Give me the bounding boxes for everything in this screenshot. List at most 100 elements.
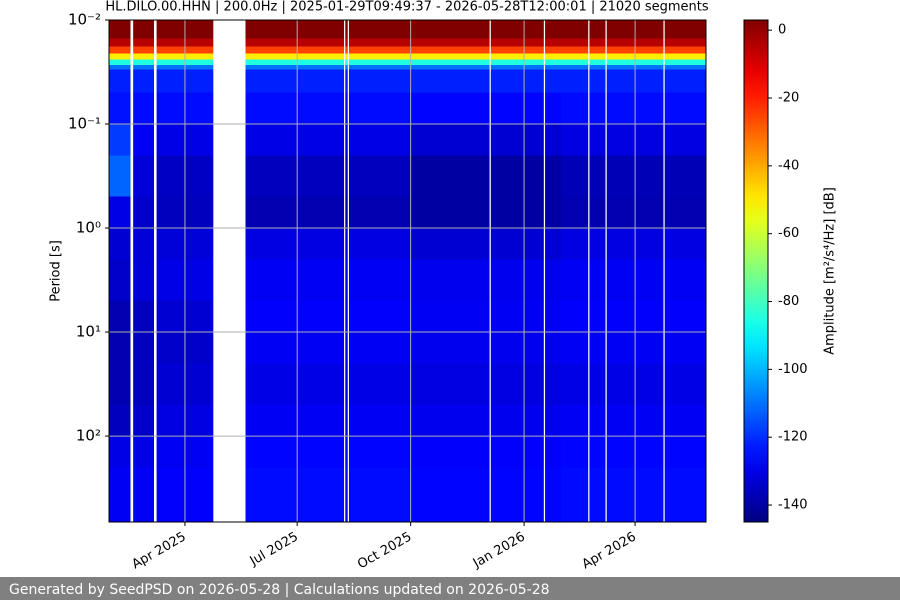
heatmap-cell	[245, 196, 410, 229]
chart-title: HL.DILO.00.HHN | 200.0Hz | 2025-01-29T09…	[105, 0, 709, 15]
heatmap-cell	[108, 467, 131, 522]
heatmap-cell	[245, 46, 410, 54]
heatmap-cell	[409, 46, 562, 54]
heatmap-cell	[108, 69, 131, 93]
data-gap	[344, 20, 346, 522]
heatmap-cell	[409, 92, 562, 125]
heatmap-cell	[133, 196, 155, 229]
heatmap-cell	[409, 155, 562, 197]
heatmap-cell	[108, 124, 131, 156]
x-tick-label: Oct 2025	[355, 530, 414, 573]
data-gap	[605, 20, 607, 522]
y-tick-label: 10⁻¹	[68, 115, 101, 133]
footer-bar	[0, 577, 900, 600]
heatmap-cell	[133, 92, 155, 125]
x-tick-label: Jul 2025	[247, 530, 301, 570]
heatmap-cell	[245, 467, 410, 522]
heatmap-cell	[245, 64, 410, 70]
heatmap-cell	[108, 59, 131, 65]
heatmap-cell	[561, 196, 706, 229]
heatmap-cell	[561, 436, 706, 468]
heatmap-cell	[409, 53, 562, 60]
heatmap-cell	[245, 259, 410, 301]
heatmap-cell	[409, 404, 562, 437]
data-gap	[543, 20, 546, 522]
heatmap-cell	[561, 20, 706, 39]
heatmap-cell	[245, 124, 410, 156]
heatmap-cell	[409, 467, 562, 522]
heatmap-cell	[108, 436, 131, 468]
heatmap-cell	[245, 38, 410, 47]
heatmap-cell	[561, 64, 706, 70]
heatmap-cell	[561, 59, 706, 65]
heatmap-cell	[561, 46, 706, 54]
heatmap-cell	[133, 20, 155, 39]
heatmap-cell	[133, 228, 155, 260]
heatmap-cell	[409, 64, 562, 70]
y-tick-label: 10¹	[76, 323, 101, 341]
heatmap-cell	[561, 38, 706, 47]
heatmap-cell	[561, 92, 706, 125]
heatmap-cell	[108, 155, 131, 197]
heatmap-cell	[561, 259, 706, 301]
y-tick-label: 10⁻²	[68, 11, 101, 29]
data-gap	[588, 20, 590, 522]
heatmap-cell	[133, 332, 155, 364]
heatmap-cell	[561, 467, 706, 522]
heatmap-cell	[409, 300, 562, 333]
footer: Generated by SeedPSD on 2026-05-28 | Cal…	[9, 582, 550, 598]
data-gap	[130, 20, 134, 522]
heatmap-cell	[133, 46, 155, 54]
heatmap-cell	[133, 155, 155, 197]
heatmap-cell	[245, 20, 410, 39]
heatmap-cell	[245, 363, 410, 405]
heatmap-cell	[108, 53, 131, 60]
heatmap-cell	[245, 436, 410, 468]
heatmap-cell	[561, 363, 706, 405]
colorbar-tick-label: 0	[778, 23, 786, 38]
heatmap-cell	[133, 64, 155, 70]
heatmap-cell	[245, 228, 410, 260]
heatmap-cell	[108, 228, 131, 260]
heatmap-cell	[133, 467, 155, 522]
heatmap-cell	[245, 69, 410, 93]
heatmap-cell	[561, 404, 706, 437]
heatmap-cell	[561, 124, 706, 156]
heatmap-cell	[409, 20, 562, 39]
heatmap-cell	[133, 259, 155, 301]
heatmap-cell	[245, 300, 410, 333]
colorbar	[743, 19, 769, 523]
heatmap-cell	[409, 363, 562, 405]
heatmap-cell	[108, 196, 131, 229]
colorbar-tick-label: -140	[778, 498, 808, 513]
x-tick-label: Jan 2026	[470, 530, 528, 572]
heatmap-cell	[409, 38, 562, 47]
y-tick-label: 10²	[76, 427, 101, 445]
heatmap-cell	[245, 404, 410, 437]
heatmap-cell	[561, 228, 706, 260]
heatmap-cell	[133, 69, 155, 93]
y-axis-label: Period [s]	[49, 240, 64, 302]
colorbar-tick-label: -20	[778, 91, 799, 106]
y-tick-label: 10⁰	[76, 219, 101, 237]
heatmap-cell	[561, 300, 706, 333]
heatmap-cell	[133, 363, 155, 405]
heatmap-cell	[133, 124, 155, 156]
heatmap-cell	[108, 332, 131, 364]
heatmap-cell	[245, 332, 410, 364]
colorbar-tick-label: -40	[778, 158, 799, 173]
heatmap-cell	[409, 196, 562, 229]
heatmap-cell	[245, 59, 410, 65]
x-tick-label: Apr 2025	[129, 530, 188, 573]
heatmap-cell	[409, 436, 562, 468]
heatmap-cell	[133, 38, 155, 47]
heatmap-cell	[108, 64, 131, 70]
heatmap-cell	[409, 228, 562, 260]
heatmap-cell	[561, 155, 706, 197]
heatmap-cell	[561, 53, 706, 60]
data-gap	[213, 20, 246, 522]
colorbar-tick-label: -120	[778, 430, 808, 445]
heatmap-cell	[245, 53, 410, 60]
heatmap-cell	[133, 300, 155, 333]
